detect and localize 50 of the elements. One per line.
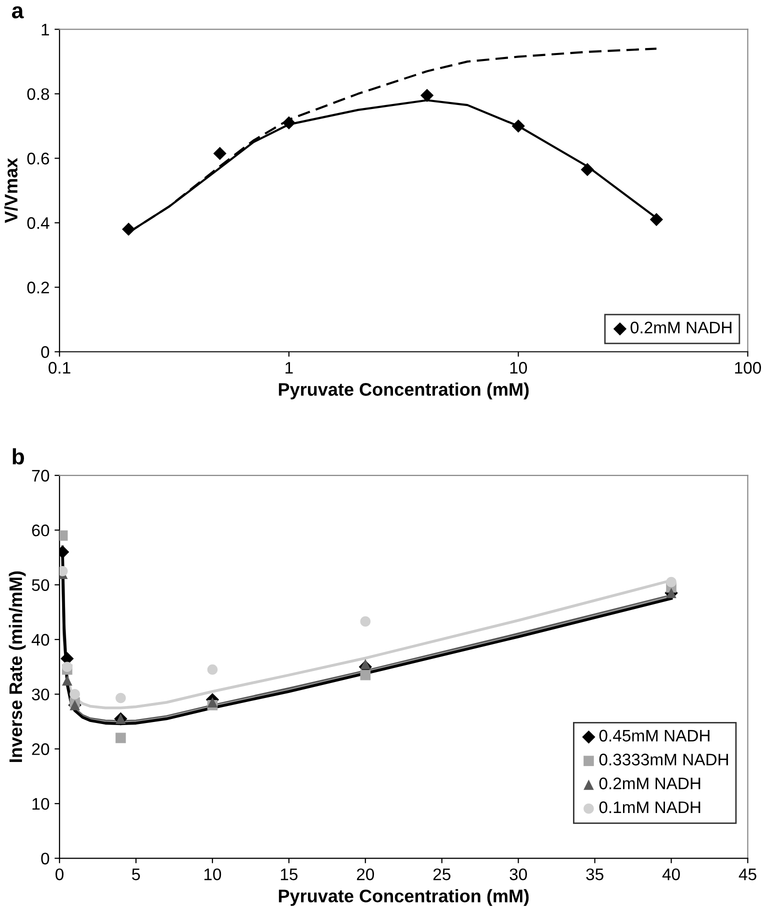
x-tick-label: 30 (510, 868, 527, 880)
y-axis-title: V/Vmax (4, 158, 18, 224)
y-tick-label: 60 (32, 524, 50, 536)
y-axis-title: Inverse Rate (min/mM) (8, 571, 26, 762)
y-tick-label: 20 (32, 743, 50, 756)
x-tick-label: 0.1 (48, 362, 70, 374)
point (62, 662, 72, 672)
x-tick-label: 100 (735, 362, 761, 374)
x-tick-label: 25 (433, 868, 450, 880)
y-tick-label: 0 (41, 346, 50, 358)
x-tick-label: 1 (286, 362, 293, 374)
x-tick-label: 20 (356, 868, 374, 880)
x-tick-label: 40 (662, 868, 680, 880)
y-tick-label: 0.2 (27, 282, 49, 294)
point (116, 692, 126, 704)
x-tick-label: 5 (132, 868, 140, 880)
x-tick-label: 35 (586, 868, 604, 880)
point (207, 697, 218, 708)
y-tick-label: 30 (32, 688, 50, 700)
x-axis-title: Pyruvate Concentration (mM) (278, 382, 529, 400)
point (360, 658, 371, 670)
legend-label: 0.2mM NADH (630, 322, 732, 334)
x-tick-label: 10 (204, 868, 222, 880)
point (360, 616, 371, 627)
y-tick-label: 40 (32, 634, 50, 646)
point (666, 576, 676, 588)
point (70, 689, 80, 700)
x-tick-label: 45 (738, 868, 756, 880)
legend-label: 0.3333mM NADH (599, 754, 728, 766)
x-tick-label: 10 (510, 362, 527, 374)
point (207, 664, 218, 675)
x-axis-title: Pyruvate Concentration (mM) (278, 889, 529, 906)
x-tick-label: 0 (56, 868, 64, 880)
legend-label: 0.1mM NADH (599, 801, 700, 814)
legend-label: 0.45mM NADH (599, 730, 710, 742)
chart-title: a (12, 6, 24, 18)
y-tick-label: 0 (41, 852, 50, 864)
y-tick-label: 50 (32, 579, 50, 592)
y-tick-label: 0.4 (27, 217, 50, 229)
y-tick-label: 1 (42, 24, 49, 36)
legend-label: 0.2mM NADH (599, 778, 700, 790)
chart-title: b (12, 448, 24, 465)
y-tick-label: 0.6 (27, 152, 50, 164)
point (360, 670, 371, 680)
y-tick-label: 0.8 (27, 88, 50, 100)
x-tick-label: 15 (280, 868, 298, 880)
y-tick-label: 70 (32, 470, 50, 482)
point (62, 675, 72, 686)
point (116, 732, 126, 744)
y-tick-label: 10 (32, 798, 50, 810)
